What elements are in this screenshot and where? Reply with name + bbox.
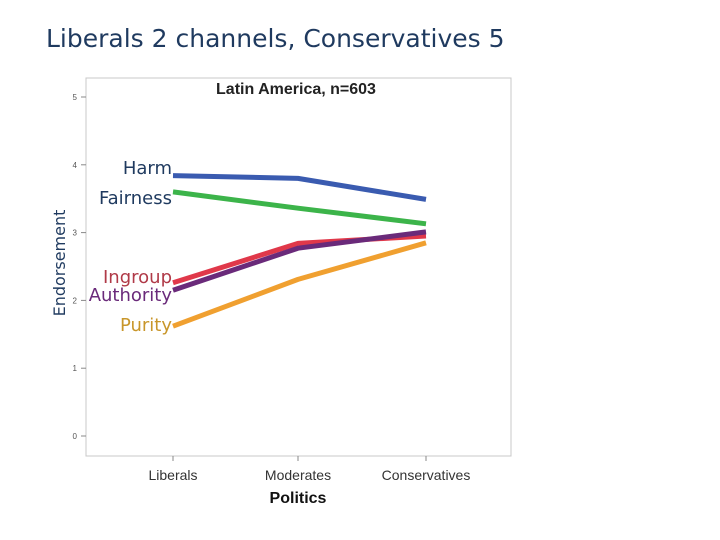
series-line-fairness — [172, 189, 427, 227]
x-tick-label: Liberals — [148, 467, 197, 483]
x-tick-label: Conservatives — [382, 467, 471, 483]
series-label-authority: Authority — [89, 285, 173, 306]
series-label-purity: Purity — [120, 315, 172, 336]
series-line-authority — [172, 229, 427, 293]
y-axis: 0 1 2 3 4 5 — [73, 93, 86, 441]
y-tick-label: 1 — [73, 364, 78, 373]
y-tick-label: 3 — [73, 229, 78, 238]
y-tick-label: 4 — [73, 161, 78, 170]
x-axis: Liberals Moderates Conservatives — [148, 456, 470, 483]
y-tick-label: 2 — [73, 296, 78, 305]
slide-title: Liberals 2 channels, Conservatives 5 — [46, 24, 505, 53]
y-tick-label: 5 — [73, 93, 78, 102]
series-label-ingroup: Ingroup — [103, 267, 172, 288]
series-line-harm — [172, 173, 427, 202]
series-label-harm: Harm — [123, 158, 172, 179]
y-tick-label: 0 — [73, 432, 78, 441]
series-label-fairness: Fairness — [99, 188, 172, 209]
chart-title: Latin America, n=603 — [216, 81, 376, 98]
y-axis-label: Endorsement — [50, 210, 69, 317]
series-line-purity — [172, 240, 427, 329]
series-lines — [172, 173, 427, 329]
x-axis-label: Politics — [270, 490, 327, 507]
x-tick-label: Moderates — [265, 467, 331, 483]
plot-panel — [85, 77, 512, 457]
